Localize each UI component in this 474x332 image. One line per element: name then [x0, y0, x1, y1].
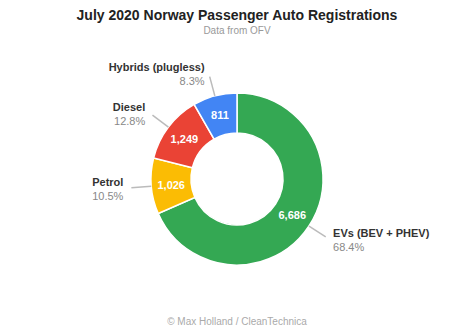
- svg-text:Diesel: Diesel: [113, 101, 145, 113]
- svg-text:Petrol: Petrol: [92, 176, 123, 188]
- html-text:© Max Holland / CleanTechnica: © Max Holland / CleanTechnica: [167, 316, 307, 327]
- svg-text:8.3%: 8.3%: [180, 75, 205, 87]
- svg-text:1,249: 1,249: [171, 133, 199, 145]
- svg-text:6,686: 6,686: [278, 209, 306, 221]
- svg-text:10.5%: 10.5%: [92, 190, 123, 202]
- html-text:Data from OFV: Data from OFV: [203, 25, 271, 36]
- svg-text:811: 811: [211, 109, 229, 121]
- svg-text:EVs (BEV + PHEV): EVs (BEV + PHEV): [333, 227, 430, 239]
- svg-text:Hybrids (plugless): Hybrids (plugless): [109, 61, 205, 73]
- svg-text:68.4%: 68.4%: [333, 241, 364, 253]
- html-text:July 2020 Norway Passenger Aut: July 2020 Norway Passenger Auto Registra…: [76, 7, 398, 23]
- svg-text:1,026: 1,026: [157, 179, 185, 191]
- svg-text:12.8%: 12.8%: [114, 115, 145, 127]
